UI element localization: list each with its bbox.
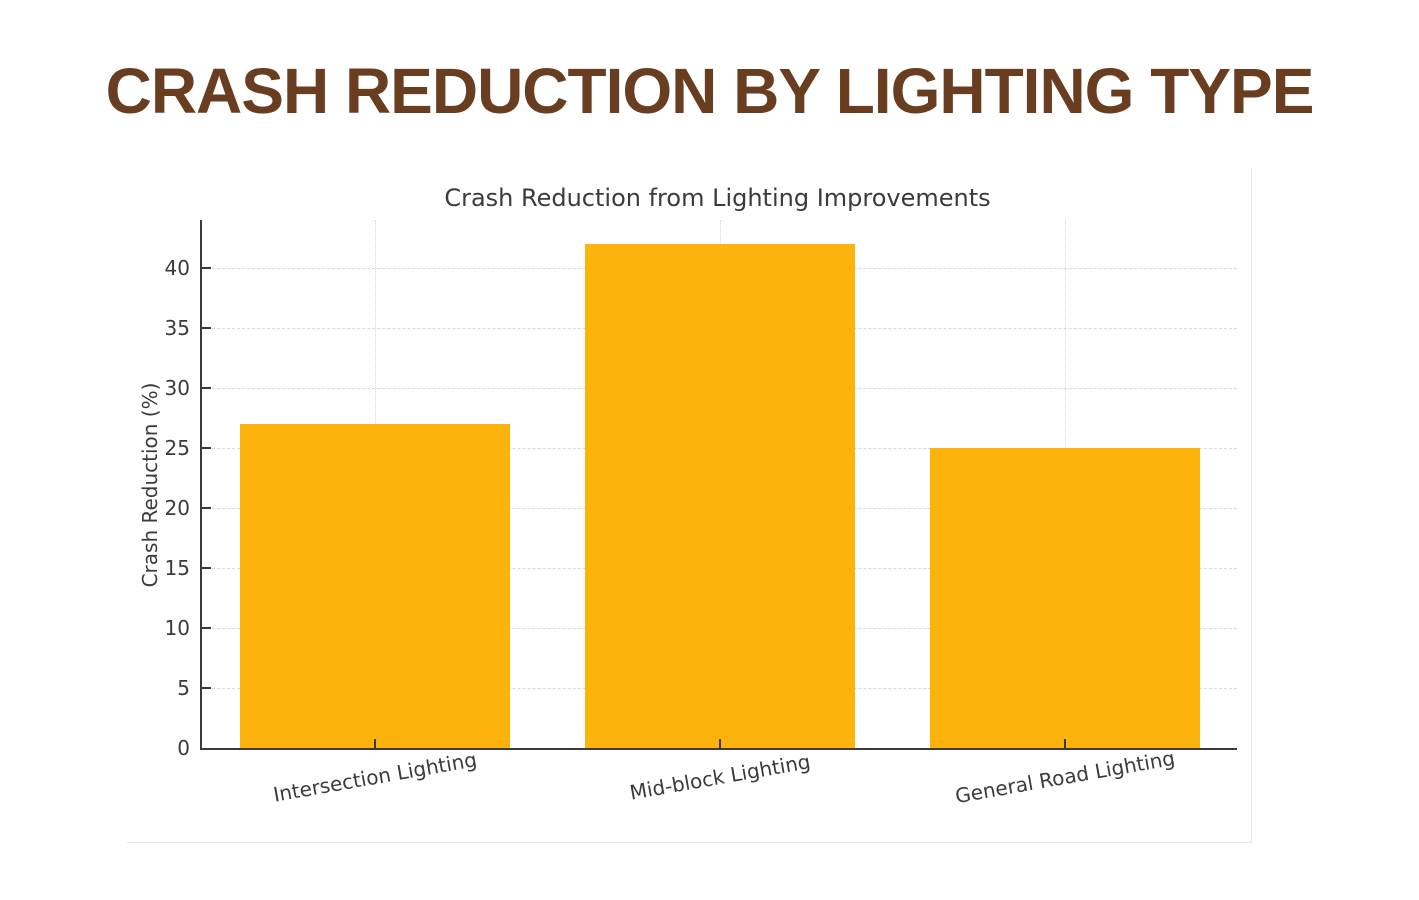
plot-area: 0 5 10 15 20 25 30 35 40 Intersection Lighting Mid… bbox=[165, 220, 1237, 808]
y-tick-mark bbox=[202, 267, 211, 269]
y-tick-label: 35 bbox=[164, 316, 190, 340]
x-tick-label: General Road Lighting bbox=[953, 745, 1177, 809]
y-tick-mark bbox=[202, 507, 211, 509]
y-tick-mark bbox=[202, 327, 211, 329]
page-title: CRASH REDUCTION BY LIGHTING TYPE bbox=[105, 55, 1315, 127]
y-tick-mark bbox=[202, 447, 211, 449]
y-axis-label-text: Crash Reduction (%) bbox=[138, 382, 162, 588]
y-tick-mark bbox=[202, 687, 211, 689]
y-tick-label: 30 bbox=[164, 376, 190, 400]
y-tick-mark bbox=[202, 627, 211, 629]
chart-card: Crash Reduction from Lighting Improvemen… bbox=[127, 168, 1252, 843]
y-tick-label: 0 bbox=[177, 736, 190, 760]
bar-3 bbox=[930, 448, 1200, 748]
y-tick-label: 10 bbox=[164, 616, 190, 640]
bar-1 bbox=[240, 424, 510, 748]
chart-title: Crash Reduction from Lighting Improvemen… bbox=[444, 184, 991, 212]
y-tick-label: 20 bbox=[164, 496, 190, 520]
x-tick-label: Intersection Lighting bbox=[271, 747, 479, 807]
bar-2 bbox=[585, 244, 855, 748]
x-tick-mark bbox=[719, 739, 721, 748]
x-tick-mark bbox=[1064, 739, 1066, 748]
x-tick-label: Mid-block Lighting bbox=[627, 749, 813, 805]
y-tick-mark bbox=[202, 567, 211, 569]
y-tick-label: 5 bbox=[177, 676, 190, 700]
y-tick-label: 40 bbox=[164, 256, 190, 280]
x-tick-mark bbox=[374, 739, 376, 748]
y-tick-mark bbox=[202, 387, 211, 389]
y-tick-label: 25 bbox=[164, 436, 190, 460]
y-tick-label: 15 bbox=[164, 556, 190, 580]
